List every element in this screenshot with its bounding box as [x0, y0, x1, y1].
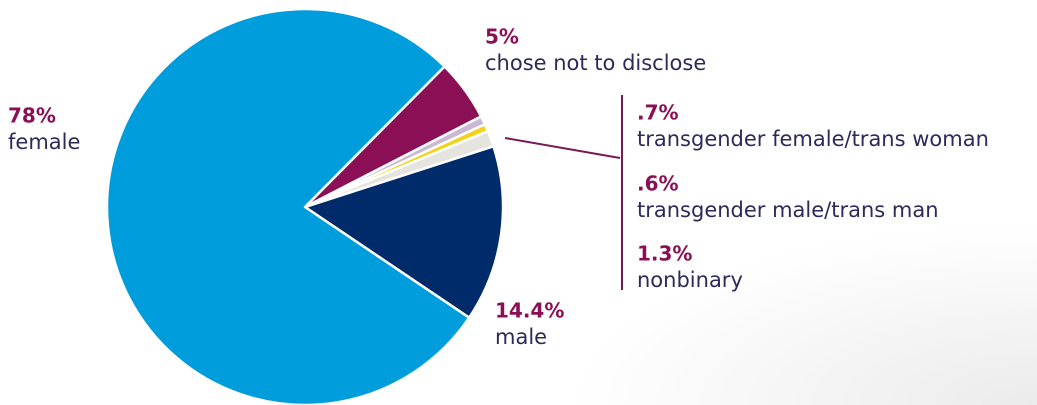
category-label: transgender male/trans man: [637, 198, 939, 222]
pie-slice: [105, 7, 471, 405]
category-label: chose not to disclose: [485, 51, 706, 75]
category-label: male: [495, 325, 547, 349]
category-label: female: [8, 130, 80, 154]
value-label: .7%: [637, 101, 679, 125]
value-label: 1.3%: [637, 242, 692, 266]
pie-slice: [303, 145, 505, 319]
value-label: 14.4%: [495, 299, 564, 323]
leader-line: [504, 137, 621, 159]
value-label: 5%: [485, 25, 519, 49]
category-label: transgender female/trans woman: [637, 127, 989, 151]
category-label: nonbinary: [637, 268, 743, 292]
value-label: .6%: [637, 172, 679, 196]
value-label: 78%: [8, 104, 56, 128]
